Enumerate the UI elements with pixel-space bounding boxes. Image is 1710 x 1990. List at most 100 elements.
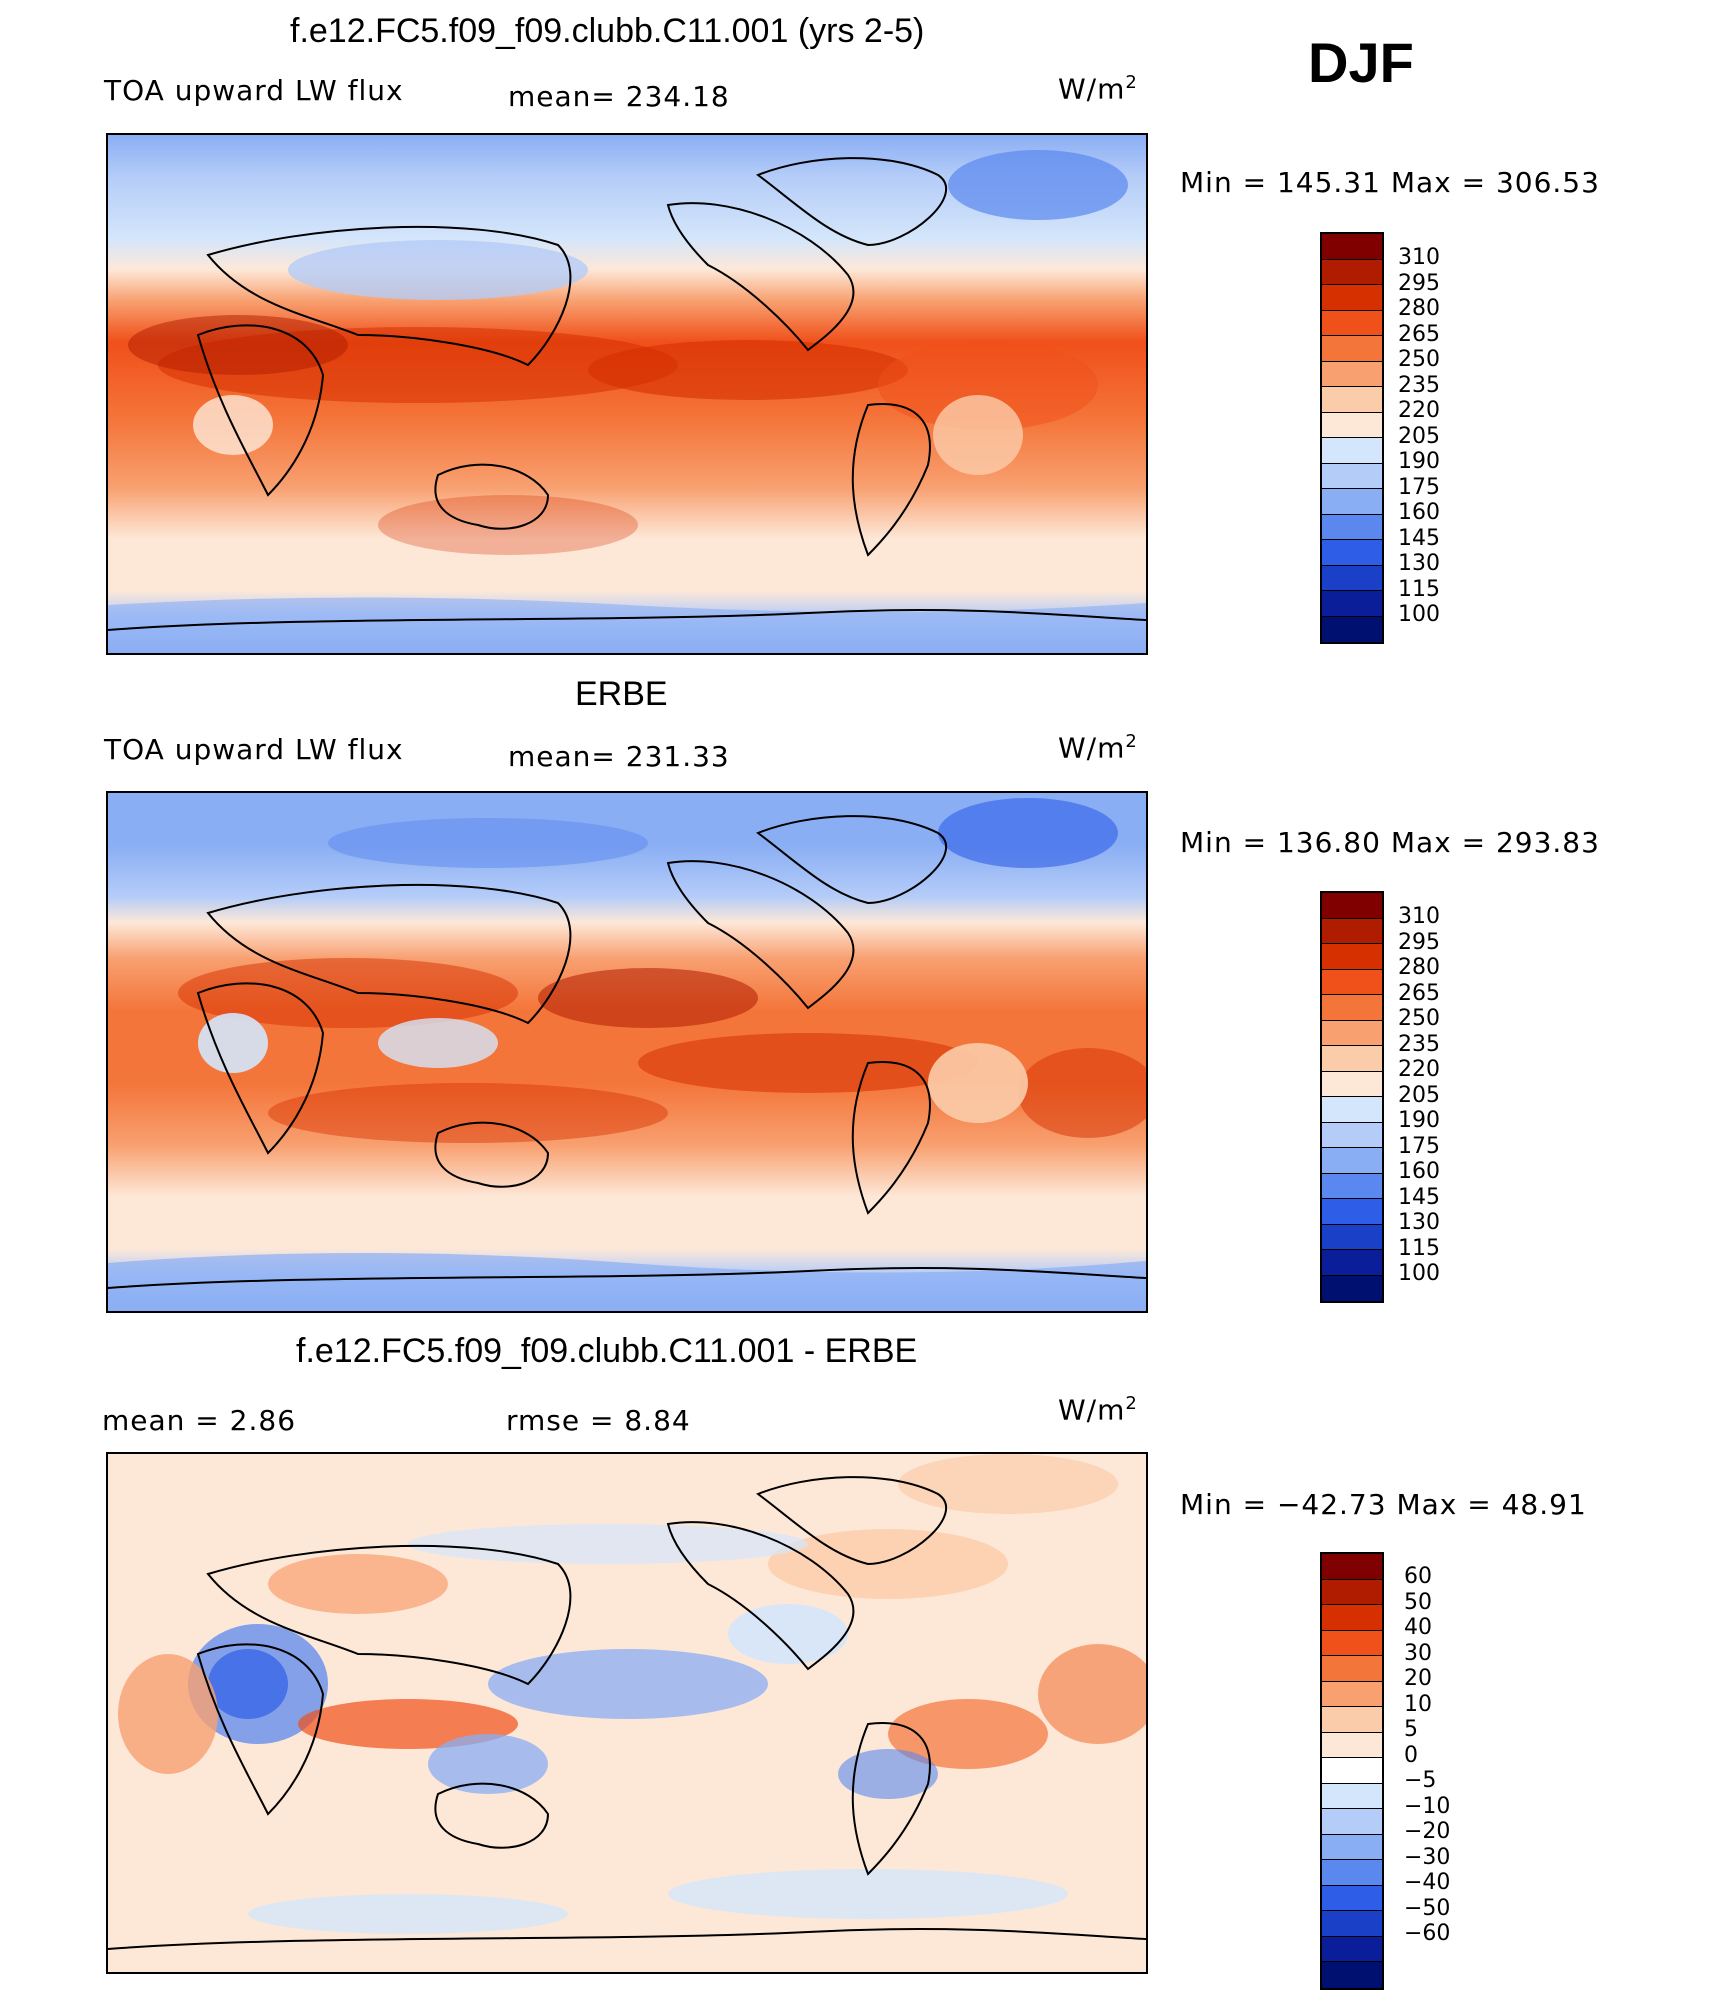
colorbar-tick-label: 280 [1398, 955, 1440, 980]
colorbar-swatch [1322, 387, 1382, 413]
colorbar-tick-label: 205 [1398, 423, 1440, 449]
colorbar-swatch [1322, 361, 1382, 387]
panel1-map [106, 133, 1148, 655]
panel3-units: W/m2 [1058, 1393, 1138, 1427]
colorbar-tick-label: −20 [1404, 1819, 1451, 1844]
colorbar-swatch [1322, 1148, 1382, 1174]
colorbar-swatch [1322, 234, 1382, 260]
panel2-colorbar [1320, 891, 1384, 1303]
panel3-title: f.e12.FC5.f09_f09.clubb.C11.001 - ERBE [296, 1332, 918, 1370]
colorbar-tick-label: 5 [1404, 1717, 1418, 1742]
colorbar-swatch [1322, 1554, 1382, 1580]
colorbar-tick-label: 145 [1398, 1184, 1440, 1210]
colorbar-tick-label: 160 [1398, 500, 1440, 525]
colorbar-swatch [1322, 1885, 1382, 1911]
colorbar-tick-label: 280 [1398, 296, 1440, 321]
colorbar-swatch [1322, 540, 1382, 566]
colorbar-tick-label: 160 [1398, 1159, 1440, 1184]
colorbar-tick-label: 175 [1398, 474, 1440, 500]
colorbar-swatch [1322, 1732, 1382, 1758]
season-label: DJF [1308, 31, 1414, 94]
colorbar-tick-label: 40 [1404, 1615, 1432, 1640]
panel1-units: W/m2 [1058, 72, 1138, 106]
colorbar-swatch [1322, 1173, 1382, 1199]
colorbar-swatch [1322, 893, 1382, 919]
colorbar-tick-label: 10 [1404, 1691, 1432, 1717]
colorbar-tick-label: 115 [1398, 576, 1440, 602]
colorbar-tick-label: 0 [1404, 1742, 1418, 1768]
colorbar-tick-label: 30 [1404, 1640, 1432, 1666]
colorbar-swatch [1322, 514, 1382, 540]
colorbar-swatch [1322, 1605, 1382, 1631]
panel2-title: ERBE [575, 675, 668, 713]
colorbar-tick-label: 100 [1398, 602, 1440, 627]
colorbar-swatch [1322, 1122, 1382, 1148]
colorbar-tick-label: −5 [1404, 1768, 1437, 1793]
colorbar-swatch [1322, 918, 1382, 944]
panel1-mean-label: mean= 234.18 [508, 80, 730, 113]
colorbar-tick-label: 295 [1398, 929, 1440, 955]
colorbar-swatch [1322, 1962, 1382, 1988]
colorbar-tick-label: 60 [1404, 1564, 1432, 1589]
colorbar-tick-label: 115 [1398, 1235, 1440, 1261]
colorbar-swatch [1322, 1071, 1382, 1097]
colorbar-swatch [1322, 1656, 1382, 1682]
colorbar-swatch [1322, 1020, 1382, 1046]
colorbar-tick-label: 265 [1398, 980, 1440, 1006]
colorbar-tick-label: −60 [1404, 1921, 1451, 1946]
panel2-variable-label: TOA upward LW flux [104, 733, 404, 766]
colorbar-tick-label: 190 [1398, 1108, 1440, 1133]
colorbar-swatch [1322, 944, 1382, 970]
colorbar-swatch [1322, 1579, 1382, 1605]
colorbar-swatch [1322, 1860, 1382, 1886]
colorbar-swatch [1322, 1046, 1382, 1072]
panel2-mean-label: mean= 231.33 [508, 740, 730, 773]
colorbar-tick-label: −30 [1404, 1844, 1451, 1870]
colorbar-swatch [1322, 1707, 1382, 1733]
colorbar-swatch [1322, 412, 1382, 438]
colorbar-swatch [1322, 336, 1382, 362]
panel2-units: W/m2 [1058, 731, 1138, 765]
colorbar-swatch [1322, 995, 1382, 1021]
panel1-contour-map [108, 135, 1146, 653]
colorbar-tick-label: 310 [1398, 245, 1440, 270]
panel1-title: f.e12.FC5.f09_f09.clubb.C11.001 (yrs 2-5… [290, 12, 925, 50]
colorbar-swatch [1322, 1783, 1382, 1809]
colorbar-tick-label: 175 [1398, 1133, 1440, 1159]
colorbar-swatch [1322, 1250, 1382, 1276]
panel3-contour-map [108, 1454, 1146, 1972]
colorbar-swatch [1322, 1911, 1382, 1937]
colorbar-tick-label: 250 [1398, 347, 1440, 372]
panel1-colorbar [1320, 232, 1384, 644]
colorbar-tick-label: 265 [1398, 321, 1440, 347]
colorbar-swatch [1322, 1834, 1382, 1860]
colorbar-swatch [1322, 285, 1382, 311]
panel3-map [106, 1452, 1148, 1974]
colorbar-swatch [1322, 310, 1382, 336]
colorbar-tick-label: 190 [1398, 449, 1440, 474]
panel2-map [106, 791, 1148, 1313]
colorbar-tick-label: 250 [1398, 1006, 1440, 1031]
panel3-colorbar [1320, 1552, 1384, 1990]
colorbar-swatch [1322, 489, 1382, 515]
colorbar-swatch [1322, 969, 1382, 995]
colorbar-tick-label: 145 [1398, 525, 1440, 551]
colorbar-tick-label: 50 [1404, 1589, 1432, 1615]
colorbar-tick-label: 235 [1398, 372, 1440, 398]
colorbar-tick-label: 130 [1398, 1210, 1440, 1235]
colorbar-tick-label: −10 [1404, 1793, 1451, 1819]
colorbar-tick-label: 205 [1398, 1082, 1440, 1108]
colorbar-swatch [1322, 616, 1382, 642]
colorbar-swatch [1322, 1681, 1382, 1707]
panel3-rmse-label: rmse = 8.84 [506, 1404, 691, 1437]
colorbar-swatch [1322, 565, 1382, 591]
colorbar-tick-label: −40 [1404, 1870, 1451, 1895]
colorbar-tick-label: 130 [1398, 551, 1440, 576]
colorbar-swatch [1322, 1630, 1382, 1656]
colorbar-tick-label: 235 [1398, 1031, 1440, 1057]
colorbar-swatch [1322, 463, 1382, 489]
colorbar-tick-label: 220 [1398, 398, 1440, 423]
colorbar-tick-label: −50 [1404, 1895, 1451, 1921]
colorbar-swatch [1322, 591, 1382, 617]
colorbar-swatch [1322, 1809, 1382, 1835]
